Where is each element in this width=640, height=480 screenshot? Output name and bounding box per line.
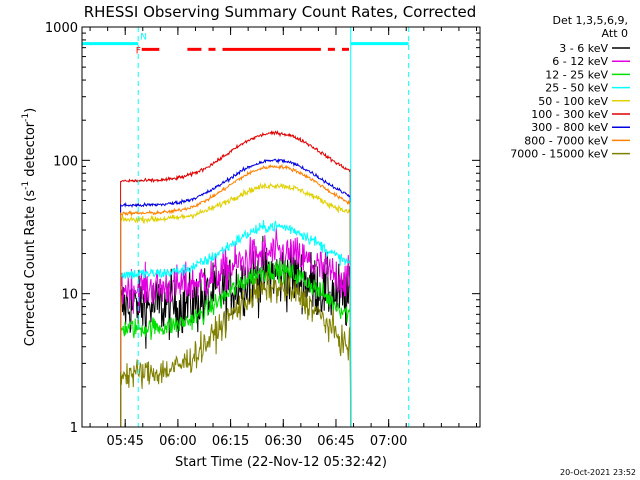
plot-area: NF: [82, 27, 410, 427]
legend-header-line-2: Att 0: [602, 27, 628, 40]
x-tick-label: 06:30: [265, 434, 302, 449]
series-line-6: [120, 158, 352, 427]
x-tick-label: 06:15: [212, 434, 249, 449]
y-axis-label-sup2: -1: [21, 113, 31, 122]
series-line-4: [120, 182, 352, 427]
x-tick-label: 06:00: [159, 434, 196, 449]
legend-label-7: 800 - 7000 keV: [524, 134, 608, 147]
y-axis-label-sup1: -1: [21, 181, 31, 190]
chart-title: RHESSI Observing Summary Count Rates, Co…: [84, 3, 477, 21]
y-axis: 1 10 100 1000: [45, 21, 480, 436]
y-axis-label-mid: detector: [23, 121, 38, 181]
legend-label-3: 25 - 50 keV: [545, 82, 608, 95]
timestamp: 20-Oct-2021 23:52: [560, 468, 636, 477]
y-axis-label-main: Corrected Count Rate (s: [23, 190, 38, 347]
flare-flag-label: F: [136, 46, 141, 56]
y-tick-label: 1000: [45, 21, 78, 36]
x-tick-label: 05:45: [106, 434, 143, 449]
y-tick-label: 1: [70, 421, 78, 436]
y-axis-label-end: ): [23, 108, 38, 113]
series-line-2: [120, 259, 352, 427]
x-tick-label: 06:45: [317, 434, 354, 449]
legend-label-8: 7000 - 15000 keV: [510, 148, 608, 161]
series-line-5: [120, 130, 352, 427]
legend-label-6: 300 - 800 keV: [531, 121, 608, 134]
legend-label-4: 50 - 100 keV: [538, 95, 608, 108]
series-line-8: [120, 270, 352, 427]
series-line-7: [120, 163, 352, 427]
series-layer: [120, 130, 352, 427]
plot-frame: [81, 26, 481, 428]
y-tick-label: 100: [53, 154, 78, 169]
flags-layer: NF: [82, 27, 410, 427]
series-line-1: [120, 228, 352, 427]
series-line-3: [120, 220, 352, 427]
legend-header-line-1: Det 1,3,5,6,9,: [552, 14, 628, 27]
x-axis: 05:45 06:00 06:15 06:30 06:45 07:00: [89, 27, 477, 449]
legend-label-5: 100 - 300 keV: [531, 108, 608, 121]
y-tick-label: 10: [61, 288, 78, 303]
y-axis-label: Corrected Count Rate (s-1 detector-1): [21, 108, 38, 346]
legend-label-0: 3 - 6 keV: [559, 42, 608, 55]
legend-label-2: 12 - 25 keV: [545, 68, 608, 81]
x-tick-label: 07:00: [370, 434, 407, 449]
x-axis-label: Start Time (22-Nov-12 05:32:42): [175, 455, 387, 470]
night-flag-label: N: [140, 33, 147, 43]
legend-label-1: 6 - 12 keV: [552, 55, 608, 68]
